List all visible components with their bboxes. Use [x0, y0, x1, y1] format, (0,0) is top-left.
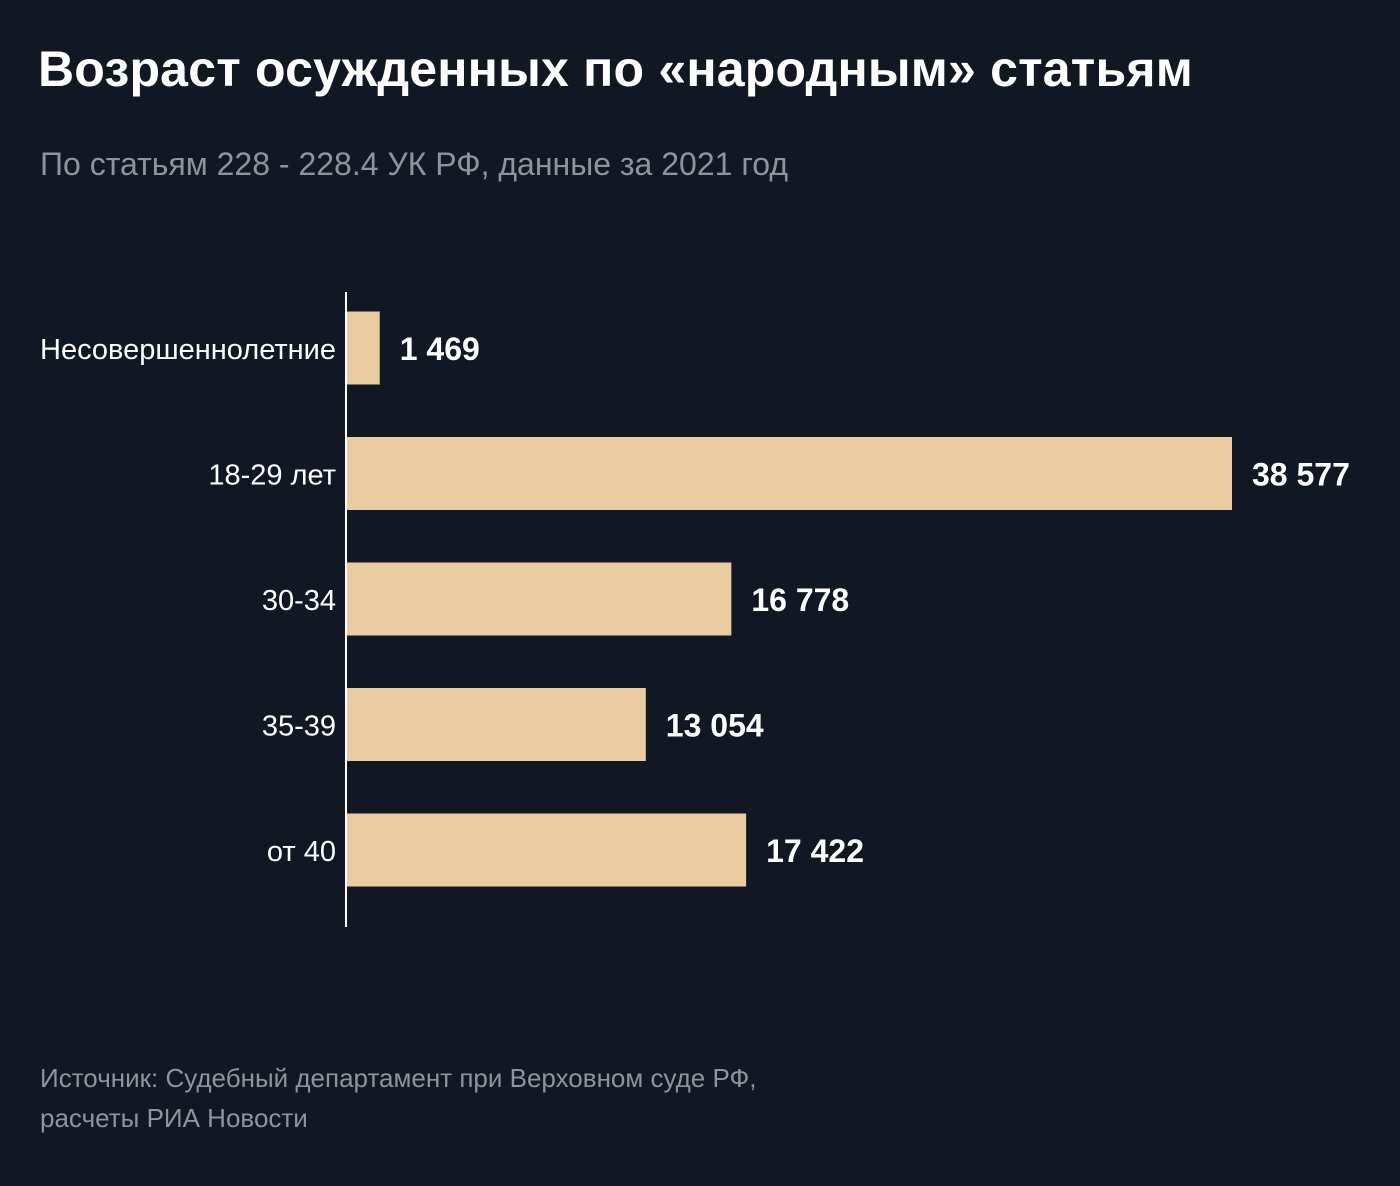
source-note: Источник: Судебный департамент при Верхо… [40, 1058, 757, 1138]
bar [346, 311, 380, 385]
chart-title: Возраст осужденных по «народным» статьям [38, 41, 1193, 97]
bar [346, 437, 1232, 510]
bar [346, 813, 747, 887]
category-label: 30-34 [262, 585, 336, 617]
bar [346, 562, 732, 636]
source-line-1: Источник: Судебный департамент при Верхо… [40, 1063, 757, 1093]
value-label: 1 469 [400, 331, 480, 367]
value-label: 38 577 [1252, 457, 1350, 493]
chart-subtitle: По статьям 228 - 228.4 УК РФ, данные за … [40, 146, 789, 182]
value-label: 13 054 [666, 708, 764, 744]
category-label: от 40 [267, 836, 336, 868]
source-line-2: расчеты РИА Новости [40, 1103, 308, 1133]
category-label: 18-29 лет [208, 460, 336, 492]
value-label: 17 422 [766, 833, 864, 869]
category-label: Несовершеннолетние [40, 334, 336, 366]
category-label: 35-39 [262, 711, 336, 743]
value-label: 16 778 [751, 582, 849, 618]
bar [346, 688, 646, 761]
